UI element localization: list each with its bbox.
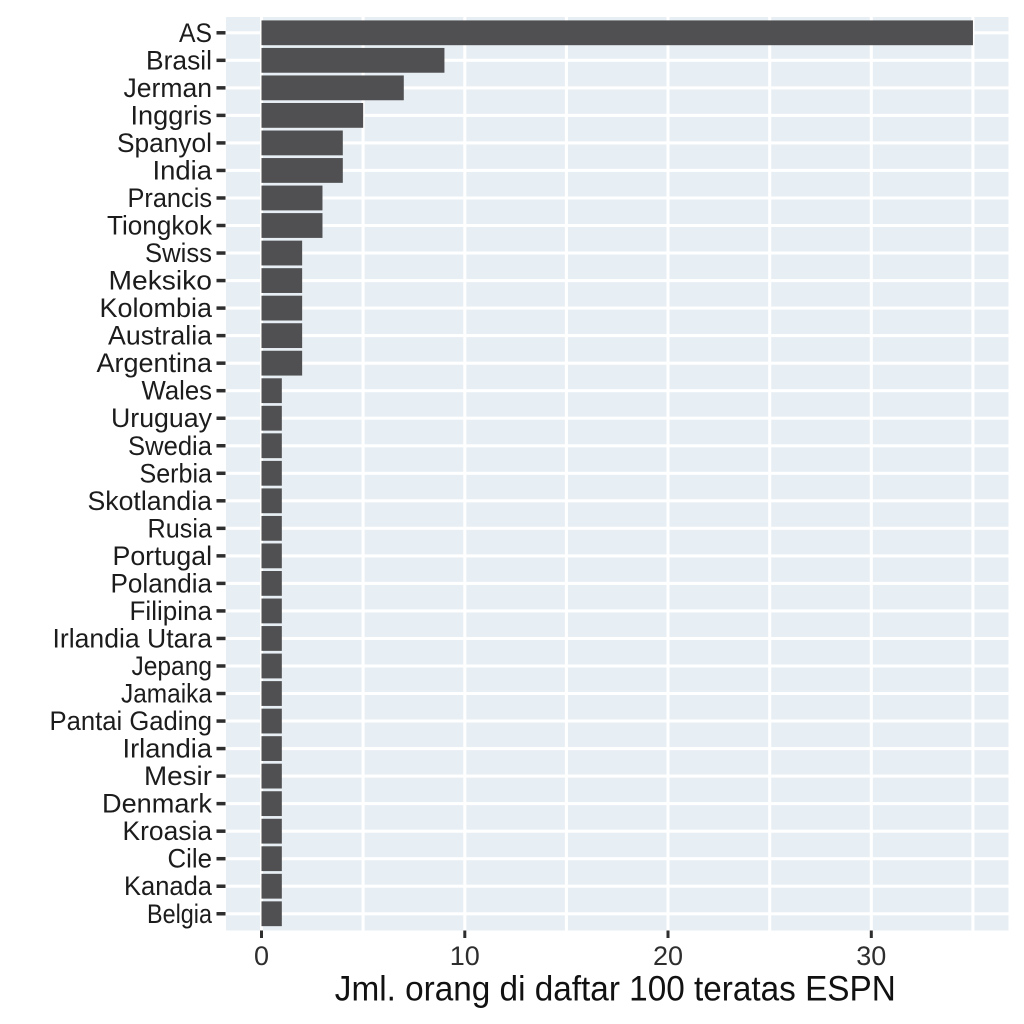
svg-text:Polandia: Polandia <box>111 568 213 598</box>
svg-text:Wales: Wales <box>142 376 213 406</box>
svg-text:Kanada: Kanada <box>124 871 212 901</box>
svg-text:Prancis: Prancis <box>128 183 213 213</box>
svg-text:Tiongkok: Tiongkok <box>107 211 213 241</box>
svg-text:30: 30 <box>856 941 886 971</box>
svg-text:Portugal: Portugal <box>113 541 213 571</box>
svg-text:Kroasia: Kroasia <box>123 816 213 846</box>
svg-text:Filipina: Filipina <box>130 596 213 626</box>
svg-text:0: 0 <box>254 941 269 971</box>
svg-text:Irlandia: Irlandia <box>123 734 213 764</box>
svg-text:AS: AS <box>179 18 212 48</box>
svg-text:Inggris: Inggris <box>131 100 213 130</box>
svg-text:Skotlandia: Skotlandia <box>88 486 213 516</box>
svg-text:Rusia: Rusia <box>148 513 213 543</box>
svg-text:Argentina: Argentina <box>97 348 213 378</box>
svg-text:Brasil: Brasil <box>146 45 212 75</box>
svg-text:Meksiko: Meksiko <box>109 266 213 296</box>
svg-text:Uruguay: Uruguay <box>111 403 213 433</box>
svg-text:Jerman: Jerman <box>124 73 213 103</box>
svg-text:10: 10 <box>450 941 480 971</box>
svg-text:Cile: Cile <box>168 844 213 874</box>
svg-text:Irlandia Utara: Irlandia Utara <box>53 624 213 654</box>
svg-text:Denmark: Denmark <box>102 789 213 819</box>
svg-text:Jepang: Jepang <box>132 651 213 681</box>
svg-text:Pantai Gading: Pantai Gading <box>50 706 213 736</box>
svg-text:Swedia: Swedia <box>128 431 212 461</box>
svg-text:Spanyol: Spanyol <box>117 128 212 158</box>
svg-text:Belgia: Belgia <box>147 899 212 929</box>
svg-text:Kolombia: Kolombia <box>100 293 213 323</box>
svg-text:20: 20 <box>653 941 683 971</box>
svg-text:Jml. orang di daftar 100 terat: Jml. orang di daftar 100 teratas ESPN <box>335 969 896 1009</box>
svg-text:Jamaika: Jamaika <box>121 679 212 709</box>
svg-text:Swiss: Swiss <box>145 238 212 268</box>
svg-text:Australia: Australia <box>108 321 212 351</box>
svg-text:India: India <box>153 155 213 185</box>
svg-text:Serbia: Serbia <box>140 458 213 488</box>
svg-text:Mesir: Mesir <box>144 761 212 791</box>
